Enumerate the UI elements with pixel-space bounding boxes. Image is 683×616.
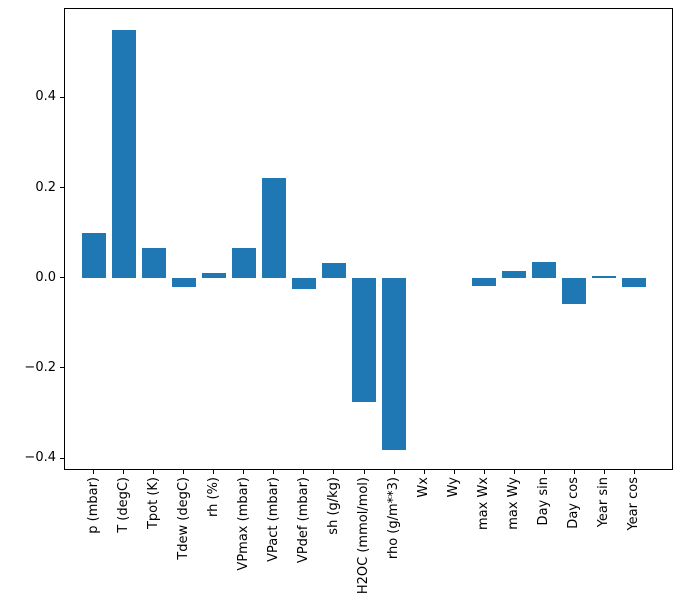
x-axis-tick-label: Wy [446,477,462,498]
x-axis-tick [93,470,94,474]
bar [592,275,617,278]
x-axis-tick [363,470,365,474]
y-axis-tick-label: −0.4 [24,450,56,465]
bar [382,277,406,450]
bar [321,263,346,278]
x-axis-tick [273,470,275,474]
x-axis-tick [333,470,335,474]
x-axis-tick [543,470,545,474]
y-axis-tick-label: 0.2 [35,179,56,195]
x-axis-tick [243,470,245,474]
x-axis-tick-label: p (mbar) [85,477,101,534]
x-axis-tick-label: VPact (mbar) [265,477,281,562]
x-axis-tick-label: T (degC) [115,477,131,533]
x-axis-tick [183,470,185,474]
x-axis-tick-label: Year cos [626,477,642,531]
bar [502,270,527,278]
y-axis-tick-label: 0.0 [35,269,56,285]
x-axis-tick [153,470,155,474]
y-axis-tick-label: 0.4 [35,89,56,105]
y-axis-tick [60,277,64,279]
x-axis-tick [483,470,485,474]
y-axis-tick [60,457,64,459]
bar [231,247,256,278]
x-axis-tick-label: sh (g/kg) [325,477,341,535]
y-axis-tick [60,187,64,189]
bar [472,277,497,287]
x-axis-tick [513,470,515,474]
x-axis-tick [633,470,635,474]
bar [532,261,557,278]
x-axis-tick [213,470,215,474]
bar [111,30,136,278]
x-axis-tick [123,470,125,474]
y-axis-tick-label: −0.2 [24,359,56,375]
x-axis-tick-label: max Wy [506,477,522,530]
x-axis-tick [453,470,455,474]
x-axis-tick [393,470,395,474]
x-axis-tick [603,470,605,474]
x-axis-tick-label: H2OC (mmol/mol) [356,477,371,595]
x-axis-tick-label: Day cos [566,477,582,529]
x-axis-tick-label: rh (%) [205,477,221,517]
bar [352,277,376,402]
x-axis-tick-label: Tpot (K) [145,477,161,530]
x-axis-tick-label: max Wx [476,477,492,531]
x-axis-tick [303,470,305,474]
bar [81,232,106,278]
y-axis-tick [60,96,64,98]
bar [291,277,316,289]
bar [562,277,587,304]
x-axis-tick-label: VPdef (mbar) [295,477,311,564]
y-axis-tick [60,367,64,369]
x-axis-tick [573,470,575,474]
bar [141,248,166,278]
x-axis-tick [423,470,425,474]
x-axis-tick-label: rho (g/m**3) [386,477,401,560]
x-axis-tick-label: Tdew (degC) [175,477,191,560]
x-axis-tick-label: Year sin [596,477,612,528]
bar [171,277,196,287]
bar [261,178,286,278]
x-axis-tick-label: Wx [416,477,432,498]
x-axis-tick-label: Day sin [536,477,552,526]
bar [201,272,226,278]
bar [622,277,647,288]
x-axis-tick-label: VPmax (mbar) [235,477,251,571]
